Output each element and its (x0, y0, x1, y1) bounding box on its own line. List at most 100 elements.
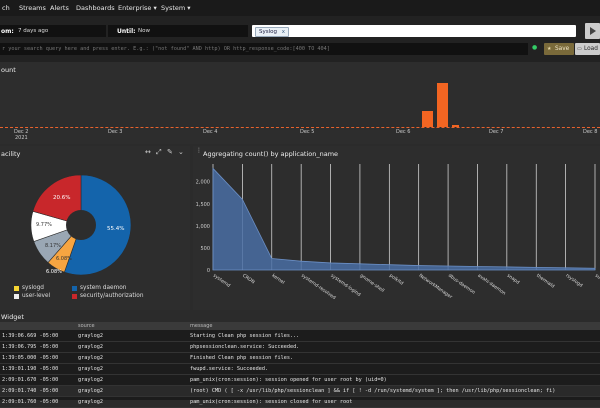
table-row[interactable]: 2:09:01.670 -05:00 graylog2 pam_unix(cro… (0, 375, 600, 386)
x-tick: systemd-logind (329, 273, 361, 298)
cell-message: phpsessionclean.service: Succeeded. (190, 344, 300, 350)
x-tick: rsyslogd (564, 273, 583, 289)
x-tick: snapd (506, 273, 521, 286)
y-tick: 500 (200, 246, 210, 252)
legend-swatch (14, 286, 19, 291)
cell-source: graylog2 (78, 333, 103, 339)
time-until-field[interactable]: Until: Now (108, 25, 248, 37)
pin-icon[interactable]: ● (532, 44, 538, 51)
expand-icon[interactable]: ↔ (145, 148, 151, 156)
area-panel: ⋮ Aggregating count() by application_nam… (193, 146, 600, 310)
top-navigation: ch Streams Alerts Dashboards Enterprise … (0, 0, 600, 17)
legend-swatch (72, 294, 77, 299)
histogram-bar[interactable] (422, 111, 433, 127)
nav-system[interactable]: System ▾ (161, 4, 191, 12)
stream-tag-label: Syslog (259, 29, 277, 35)
load-label: Load (584, 46, 598, 52)
y-tick: 1,000 (196, 224, 210, 230)
x-tick: Dec 5 (300, 129, 315, 135)
cell-time: 1:39:06.795 -05:00 (2, 344, 59, 350)
area-series[interactable] (212, 167, 596, 271)
y-tick: 2,000 (196, 180, 210, 186)
x-tick: dbus-daemon (447, 273, 476, 296)
chevron-down-icon[interactable]: ⌄ (178, 148, 184, 156)
table-row[interactable]: 1:39:06.795 -05:00 graylog2 phpsessioncl… (0, 342, 600, 353)
pie-panel: acility ↔ ⤢ ✎ ⌄ 55.4% 6.08% 8.17% 9.77% … (0, 146, 190, 310)
histogram-bar[interactable] (452, 125, 459, 127)
load-search-button[interactable]: ▭ Load (575, 43, 600, 55)
nav-search[interactable]: ch (2, 4, 10, 12)
x-tick: polkitd (388, 273, 404, 287)
x-tick: CRON (241, 273, 255, 286)
save-label: Save (555, 46, 570, 52)
cell-time: 1:39:06.669 -05:00 (2, 333, 59, 339)
column-header[interactable]: message (190, 323, 213, 329)
nav-alerts[interactable]: Alerts (50, 4, 69, 12)
x-tick: Dec 3 (108, 129, 123, 135)
save-search-button[interactable]: ★ Save (544, 43, 574, 55)
messages-title: Widget (1, 313, 24, 321)
slice-label: 55.4% (107, 226, 125, 232)
x-tick: Dec 2 (14, 129, 29, 135)
cell-message: Starting Clean php session files... (190, 333, 300, 339)
from-value: 7 days ago (18, 28, 49, 34)
histogram-baseline (0, 127, 600, 128)
cell-message: fwupd.service: Succeeded. (190, 366, 269, 372)
edit-icon[interactable]: ✎ (167, 148, 173, 156)
histogram-bar[interactable] (437, 83, 448, 127)
table-row[interactable]: 1:39:05.000 -05:00 graylog2 Finished Cle… (0, 353, 600, 364)
search-bar: om: 7 days ago Until: Now Syslog x r you… (0, 16, 600, 62)
histogram-title: ount (1, 66, 16, 74)
cell-message: (root) CMD ( [ -x /usr/lib/php/sessioncl… (190, 388, 556, 394)
x-tick: kernel (271, 273, 286, 286)
x-tick: Dec 6 (396, 129, 411, 135)
pie-hole (66, 210, 96, 240)
y-tick: 0 (207, 268, 210, 274)
fullscreen-icon[interactable]: ⤢ (156, 148, 162, 156)
pie-title: acility (1, 150, 21, 158)
slice-label: 20.6% (53, 195, 71, 201)
table-row[interactable]: 2:09:01.760 -05:00 graylog2 pam_unix(cro… (0, 397, 600, 408)
cell-source: graylog2 (78, 388, 103, 394)
cell-source: graylog2 (78, 366, 103, 372)
x-tick: Dec 4 (203, 129, 218, 135)
stream-tag: Syslog x (255, 27, 290, 37)
legend-label: syslogd (22, 285, 44, 291)
table-row[interactable]: 1:39:06.669 -05:00 graylog2 Starting Cle… (0, 331, 600, 342)
search-button[interactable] (585, 23, 600, 39)
time-from-field[interactable]: om: 7 days ago (0, 25, 106, 37)
histogram-panel: ount (0, 62, 600, 144)
play-icon (590, 27, 596, 35)
table-row[interactable]: 2:09:01.740 -05:00 graylog2 (root) CMD (… (0, 386, 600, 397)
y-tick: 1,500 (196, 202, 210, 208)
nav-enterprise[interactable]: Enterprise ▾ (118, 4, 157, 12)
x-tick: thermald (535, 273, 556, 290)
x-tick: gnome-shell (359, 273, 386, 294)
x-tick: sudo (594, 273, 600, 284)
slice-label: 9.77% (36, 222, 52, 228)
legend-label: system daemon (80, 285, 127, 291)
column-header[interactable]: source (78, 323, 95, 329)
pie-slice[interactable] (32, 174, 82, 226)
area-title: Aggregating count() by application_name (203, 150, 339, 158)
star-icon: ★ (547, 46, 552, 52)
drag-handle-icon[interactable]: ⋮ (196, 147, 202, 154)
nav-streams[interactable]: Streams (19, 4, 46, 12)
x-tick: Dec 8 (583, 129, 598, 135)
cell-source: graylog2 (78, 355, 103, 361)
search-query-input[interactable]: r your search query here and press enter… (0, 43, 528, 55)
cell-message: pam_unix(cron:session): session opened f… (190, 377, 387, 383)
until-label: Until: (117, 28, 136, 35)
cell-time: 1:39:05.000 -05:00 (2, 355, 59, 361)
cell-time: 2:09:01.670 -05:00 (2, 377, 59, 383)
table-header: source message (0, 322, 600, 330)
x-tick: Dec 7 (489, 129, 504, 135)
table-row[interactable]: 1:39:01.190 -05:00 graylog2 fwupd.servic… (0, 364, 600, 375)
slice-label: 6.08% (56, 256, 72, 262)
stream-select[interactable]: Syslog x (252, 25, 576, 37)
nav-dashboards[interactable]: Dashboards (76, 4, 115, 12)
legend-label: user-level (22, 293, 51, 299)
query-placeholder: r your search query here and press enter… (2, 46, 330, 52)
stream-remove-icon[interactable]: x (281, 29, 286, 35)
x-tick: systemd (212, 273, 232, 289)
